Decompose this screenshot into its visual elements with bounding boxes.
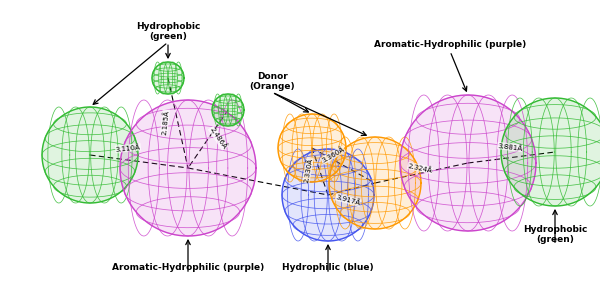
Text: Hydrophobic
(green): Hydrophobic (green) [523,225,587,245]
Text: Hydrophobic
(green): Hydrophobic (green) [136,22,200,41]
Text: 3.881Å: 3.881Å [497,142,523,152]
Circle shape [282,149,374,241]
Text: 3.360Å: 3.360Å [320,146,346,164]
Text: 2.486Å: 2.486Å [208,126,228,150]
Text: Donor
(Orange): Donor (Orange) [249,72,295,91]
Circle shape [120,100,256,236]
Text: 3.917Å: 3.917Å [335,193,361,206]
Text: Aromatic-Hydrophilic (purple): Aromatic-Hydrophilic (purple) [112,263,264,272]
Text: 2.330Å: 2.330Å [302,157,313,183]
Text: 2.185Å: 2.185Å [160,109,170,135]
Text: Aromatic-Hydrophilic (purple): Aromatic-Hydrophilic (purple) [374,40,526,49]
Text: Hydrophilic (blue): Hydrophilic (blue) [282,263,374,272]
Circle shape [42,107,138,203]
Text: 3.110Å: 3.110Å [115,143,141,153]
Circle shape [329,137,421,229]
Circle shape [212,94,244,126]
Circle shape [152,62,184,94]
Text: 2.324Å: 2.324Å [407,162,433,174]
Circle shape [501,98,600,206]
Circle shape [278,114,346,182]
Circle shape [400,95,536,231]
